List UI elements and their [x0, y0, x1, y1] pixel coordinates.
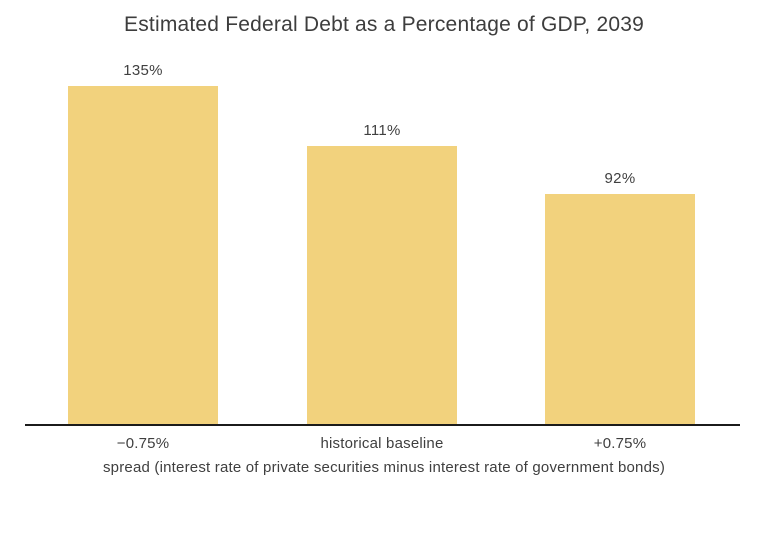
bar-group-plus-075: 92% — [545, 170, 695, 424]
x-axis-title: spread (interest rate of private securit… — [102, 459, 666, 476]
bar-value-label: 92% — [604, 170, 636, 187]
bar-minus-075 — [68, 86, 218, 424]
category-label-historical-baseline: historical baseline — [320, 435, 444, 452]
plot-area: 135% 111% 92% — [25, 62, 740, 426]
bar-group-minus-075: 135% — [68, 62, 218, 424]
bar-value-label: 135% — [123, 62, 163, 79]
chart-title: Estimated Federal Debt as a Percentage o… — [124, 13, 644, 36]
category-label-minus-075: −0.75% — [116, 435, 170, 452]
bar-group-historical-baseline: 111% — [307, 122, 457, 424]
bar-historical-baseline — [307, 146, 457, 424]
x-axis-line — [25, 424, 740, 426]
footer: MERCATUS CENTER George Mason University … — [0, 485, 768, 549]
category-label-plus-075: +0.75% — [593, 435, 647, 452]
bar-plus-075 — [545, 194, 695, 424]
bar-value-label: 111% — [363, 122, 401, 139]
